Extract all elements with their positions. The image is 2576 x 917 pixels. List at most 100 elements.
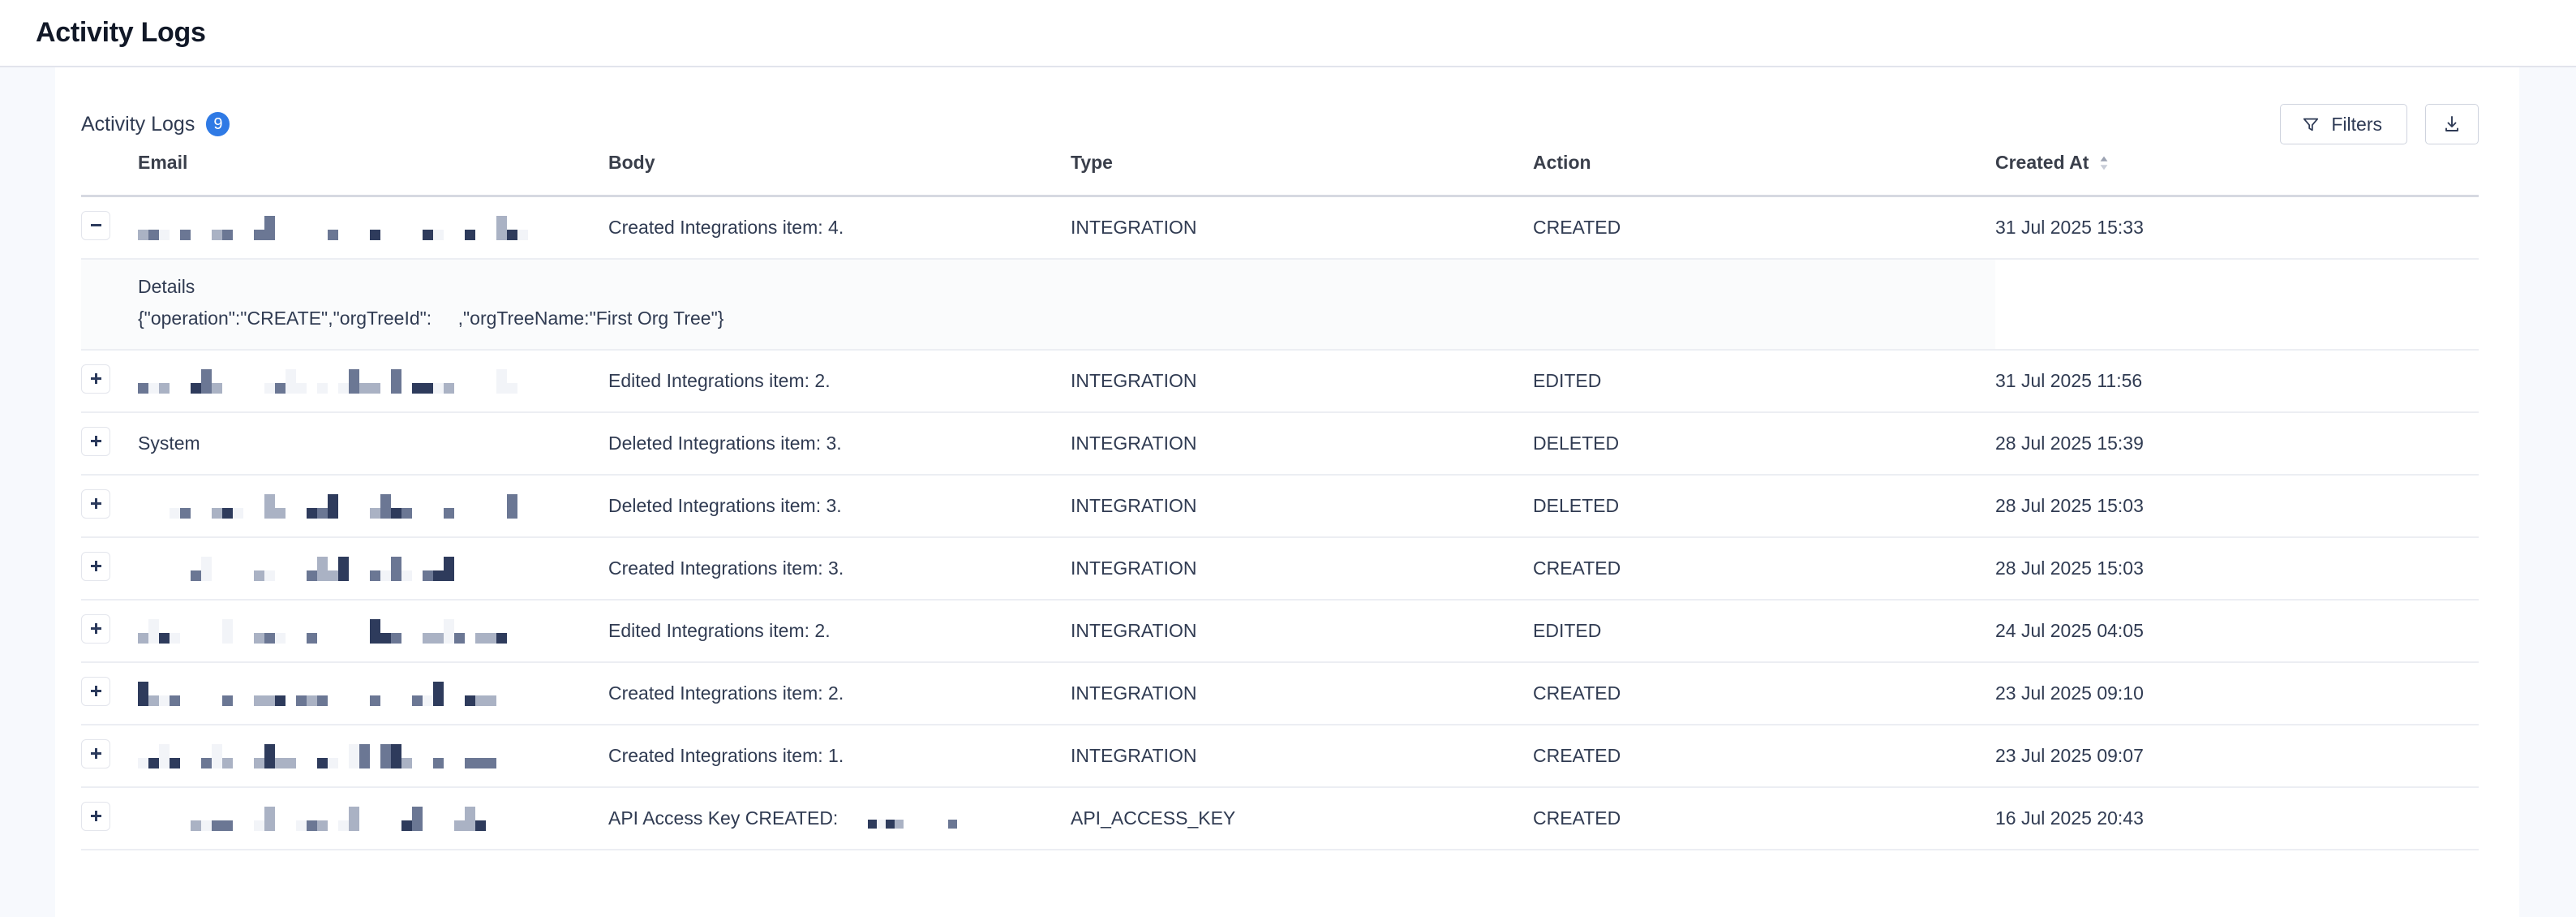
cell-email bbox=[138, 196, 608, 260]
sort-updown-icon[interactable] bbox=[2098, 155, 2110, 171]
column-header-created-at-label: Created At bbox=[1995, 152, 2089, 173]
cell-action: DELETED bbox=[1533, 433, 1620, 454]
cell-body: Deleted Integrations item: 3. bbox=[608, 433, 842, 454]
cell-created-at: 23 Jul 2025 09:07 bbox=[1995, 745, 2144, 766]
cell-type: INTEGRATION bbox=[1071, 558, 1197, 579]
expand-row-button[interactable] bbox=[81, 738, 110, 768]
logs-table-wrap: Email Body Type Action bbox=[55, 152, 2519, 850]
activity-logs-table: Email Body Type Action bbox=[81, 152, 2479, 850]
column-header-type[interactable]: Type bbox=[1071, 152, 1533, 196]
download-button[interactable] bbox=[2425, 104, 2479, 144]
expand-row-button[interactable] bbox=[81, 489, 110, 519]
page-body: Activity Logs 9 Filters bbox=[0, 67, 2576, 917]
cell-type: INTEGRATION bbox=[1071, 217, 1197, 238]
cell-body: Created Integrations item: 2. bbox=[608, 682, 844, 704]
row-toggle-cell bbox=[81, 787, 138, 850]
table-row[interactable]: Created Integrations item: 2. INTEGRATION… bbox=[81, 662, 2479, 725]
table-row[interactable]: Created Integrations item: 4. INTEGRATION… bbox=[81, 196, 2479, 260]
column-header-email-label: Email bbox=[138, 152, 188, 173]
cell-action: EDITED bbox=[1533, 620, 1602, 641]
filters-button[interactable]: Filters bbox=[2280, 104, 2407, 144]
table-header: Email Body Type Action bbox=[81, 152, 2479, 196]
cell-type: INTEGRATION bbox=[1071, 370, 1197, 391]
cell-created-at: 23 Jul 2025 09:10 bbox=[1995, 682, 2144, 704]
table-row[interactable]: API Access Key CREATED: API_ACCESS_KEY CRE… bbox=[81, 787, 2479, 850]
cell-email bbox=[138, 475, 608, 537]
right-gutter bbox=[2519, 67, 2576, 917]
row-toggle-cell bbox=[81, 662, 138, 725]
column-header-body-label: Body bbox=[608, 152, 655, 173]
cell-body: Created Integrations item: 1. bbox=[608, 745, 844, 766]
column-header-toggle bbox=[81, 152, 138, 196]
table-row[interactable]: System Deleted Integrations item: 3. INTEG… bbox=[81, 412, 2479, 475]
cell-action: CREATED bbox=[1533, 682, 1621, 704]
column-header-created-at[interactable]: Created At bbox=[1995, 152, 2479, 196]
cell-body: Edited Integrations item: 2. bbox=[608, 620, 831, 641]
cell-type: INTEGRATION bbox=[1071, 495, 1197, 516]
cell-type: API_ACCESS_KEY bbox=[1071, 807, 1236, 829]
cell-email bbox=[138, 350, 608, 412]
cell-created-at: 28 Jul 2025 15:03 bbox=[1995, 558, 2144, 579]
table-row[interactable]: Created Integrations item: 1. INTEGRATION… bbox=[81, 725, 2479, 787]
table-body: Created Integrations item: 4. INTEGRATION… bbox=[81, 196, 2479, 850]
column-header-type-label: Type bbox=[1071, 152, 1113, 173]
details-json: {"operation":"CREATE","orgTreeId": ,"org… bbox=[138, 308, 724, 329]
cell-email bbox=[138, 725, 608, 787]
cell-email bbox=[138, 662, 608, 725]
cell-action: CREATED bbox=[1533, 558, 1621, 579]
row-toggle-cell bbox=[81, 475, 138, 537]
expand-row-button[interactable] bbox=[81, 676, 110, 706]
table-row[interactable]: Created Integrations item: 3. INTEGRATION… bbox=[81, 537, 2479, 600]
download-icon bbox=[2442, 114, 2462, 134]
collapse-row-button[interactable] bbox=[81, 210, 110, 240]
row-toggle-cell bbox=[81, 725, 138, 787]
row-toggle-cell bbox=[81, 412, 138, 475]
details-label: Details bbox=[138, 276, 195, 297]
expand-row-button[interactable] bbox=[81, 426, 110, 456]
cell-created-at: 28 Jul 2025 15:03 bbox=[1995, 495, 2144, 516]
cell-created-at: 31 Jul 2025 15:33 bbox=[1995, 217, 2144, 238]
table-row[interactable]: Deleted Integrations item: 3. INTEGRATION… bbox=[81, 475, 2479, 537]
cell-created-at: 24 Jul 2025 04:05 bbox=[1995, 620, 2144, 641]
column-header-action[interactable]: Action bbox=[1533, 152, 1995, 196]
expand-row-button[interactable] bbox=[81, 801, 110, 831]
filters-button-label: Filters bbox=[2331, 113, 2382, 135]
column-header-email[interactable]: Email bbox=[138, 152, 608, 196]
details-spacer bbox=[81, 259, 138, 350]
cell-body: API Access Key CREATED: bbox=[608, 787, 1071, 850]
cell-body: Created Integrations item: 4. bbox=[608, 217, 844, 238]
column-header-body[interactable]: Body bbox=[608, 152, 1071, 196]
status-badge: 9 bbox=[206, 112, 230, 136]
card-toolbar: Activity Logs 9 Filters bbox=[55, 67, 2519, 152]
cell-created-at: 31 Jul 2025 11:56 bbox=[1995, 370, 2143, 391]
card-heading-label: Activity Logs bbox=[81, 112, 195, 136]
cell-type: INTEGRATION bbox=[1071, 433, 1197, 454]
table-row[interactable]: Edited Integrations item: 2. INTEGRATION E… bbox=[81, 600, 2479, 662]
cell-body: Edited Integrations item: 2. bbox=[608, 370, 831, 391]
cell-email bbox=[138, 537, 608, 600]
cell-body: Created Integrations item: 3. bbox=[608, 558, 844, 579]
table-header-row: Email Body Type Action bbox=[81, 152, 2479, 196]
cell-action: CREATED bbox=[1533, 217, 1621, 238]
table-row[interactable]: Edited Integrations item: 2. INTEGRATION E… bbox=[81, 350, 2479, 412]
details-row: Details {"operation":"CREATE","orgTreeId"… bbox=[81, 259, 2479, 350]
expand-row-button[interactable] bbox=[81, 364, 110, 394]
expand-row-button[interactable] bbox=[81, 551, 110, 581]
funnel-icon bbox=[2302, 115, 2320, 133]
cell-action: CREATED bbox=[1533, 745, 1621, 766]
cell-action: DELETED bbox=[1533, 495, 1620, 516]
cell-created-at: 16 Jul 2025 20:43 bbox=[1995, 807, 2144, 829]
activity-logs-card: Activity Logs 9 Filters bbox=[55, 67, 2519, 917]
row-toggle-cell bbox=[81, 196, 138, 260]
cell-body: Deleted Integrations item: 3. bbox=[608, 495, 842, 516]
details-content-cell: Details {"operation":"CREATE","orgTreeId"… bbox=[138, 259, 1533, 350]
details-empty-created bbox=[1995, 259, 2479, 350]
cell-type: INTEGRATION bbox=[1071, 620, 1197, 641]
cell-type: INTEGRATION bbox=[1071, 745, 1197, 766]
column-header-action-label: Action bbox=[1533, 152, 1591, 173]
cell-email: System bbox=[138, 433, 200, 454]
details-empty-action bbox=[1533, 259, 1995, 350]
expand-row-button[interactable] bbox=[81, 613, 110, 644]
cell-email bbox=[138, 600, 608, 662]
page-title: Activity Logs bbox=[36, 17, 206, 48]
